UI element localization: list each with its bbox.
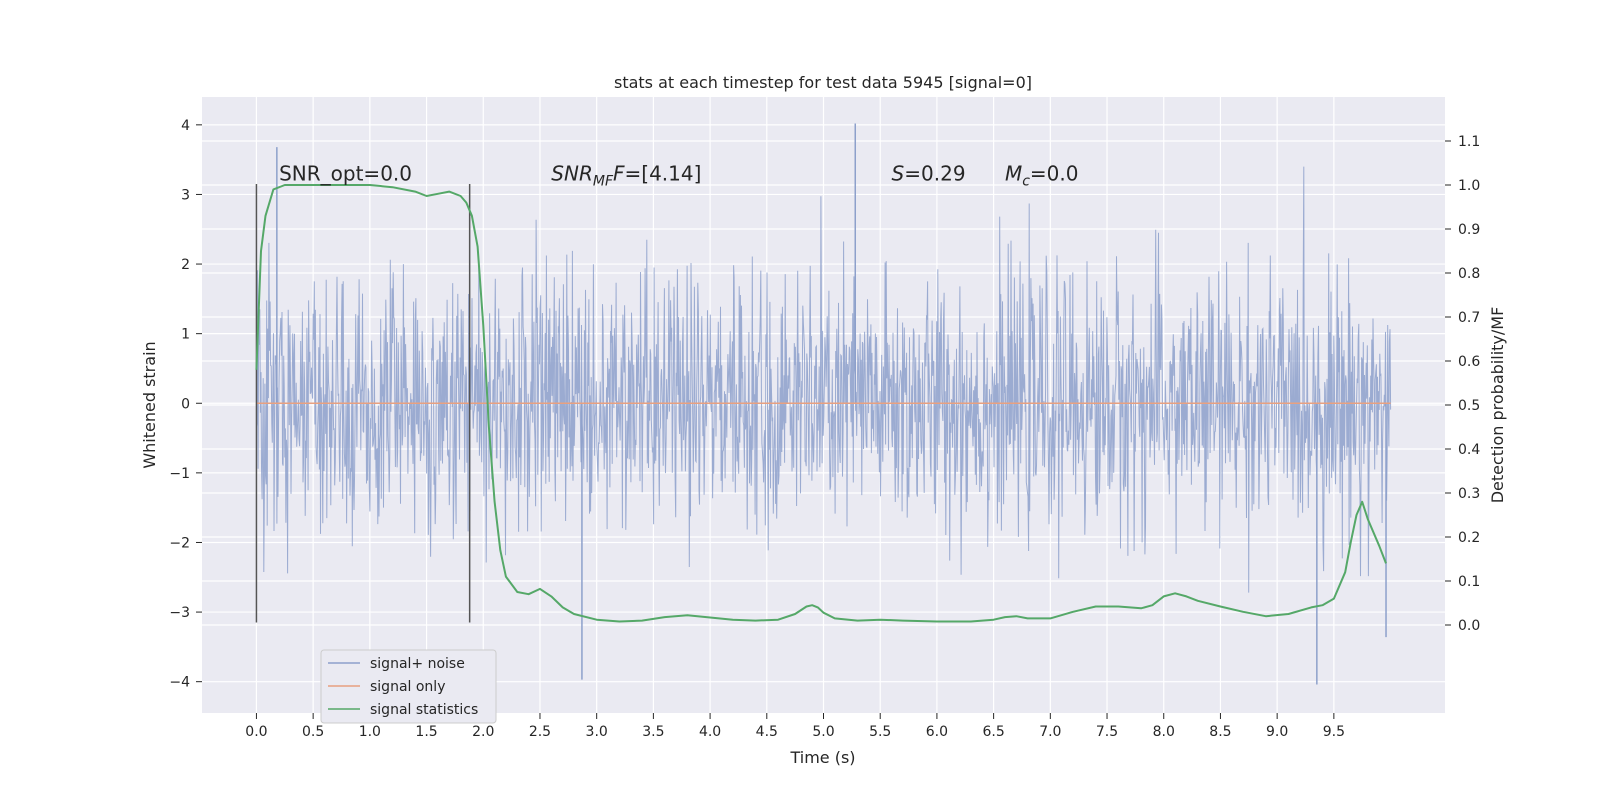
y2-tick-label: 0.9 — [1458, 222, 1480, 238]
annotation-snr-opt: SNR_opt=0.0 — [279, 162, 412, 186]
x-tick-label: 3.5 — [642, 724, 664, 740]
y2-tick-label: 0.2 — [1458, 530, 1480, 546]
x-tick-label: 6.5 — [982, 724, 1004, 740]
x-tick-label: 4.5 — [756, 724, 778, 740]
y-tick-label: 3 — [181, 187, 190, 203]
y-tick-label: −3 — [169, 605, 190, 621]
x-tick-label: 2.0 — [472, 724, 494, 740]
y-tick-label: 4 — [181, 118, 190, 134]
chart-title: stats at each timestep for test data 594… — [614, 73, 1032, 92]
x-tick-label: 1.0 — [359, 724, 381, 740]
legend-label-signal: signal only — [370, 679, 445, 695]
y-axis-left: 4 3 2 1 0 −1 −2 −3 −4 — [169, 118, 202, 691]
event-markers — [255, 184, 471, 623]
legend-label-noise: signal+ noise — [370, 656, 465, 672]
y-tick-label: 0 — [181, 396, 190, 412]
stats-series — [255, 184, 1387, 623]
x-tick-label: 3.0 — [586, 724, 608, 740]
x-axis: 0.0 0.5 1.0 1.5 2.0 2.5 3.0 3.5 4.0 4.5 5.0 5.5 6.0 6… — [245, 713, 1345, 740]
y2-tick-label: 0.3 — [1458, 486, 1480, 502]
y2-tick-label: 0.0 — [1458, 618, 1480, 634]
x-tick-label: 0.0 — [245, 724, 267, 740]
y-tick-label: 1 — [181, 327, 190, 343]
x-tick-label: 7.5 — [1096, 724, 1118, 740]
y2-tick-label: 0.1 — [1458, 574, 1480, 590]
x-tick-label: 6.0 — [926, 724, 948, 740]
x-tick-label: 7.0 — [1039, 724, 1061, 740]
grid-lines — [202, 97, 1445, 713]
y-tick-label: −2 — [169, 535, 190, 551]
y2-tick-label: 1.1 — [1458, 134, 1480, 150]
y2-tick-label: 0.8 — [1458, 266, 1480, 282]
annotation-s-value: S=0.29 — [892, 162, 966, 186]
x-tick-label: 5.5 — [869, 724, 891, 740]
y2-tick-label: 0.5 — [1458, 398, 1480, 414]
y2-tick-label: 0.4 — [1458, 442, 1480, 458]
x-tick-label: 9.5 — [1323, 724, 1345, 740]
noise-series — [255, 123, 1392, 685]
y2-tick-label: 1.0 — [1458, 178, 1480, 194]
x-tick-label: 4.0 — [699, 724, 721, 740]
x-axis-label: Time (s) — [789, 748, 855, 767]
y-axis-label: Whitened strain — [140, 341, 159, 468]
x-tick-label: 8.5 — [1209, 724, 1231, 740]
y-tick-label: 2 — [181, 257, 190, 273]
y-axis-right: 1.1 1.0 0.9 0.8 0.7 0.6 0.5 0.4 0.3 0.2 0.1 0.0 — [1445, 134, 1480, 634]
annotation-mc-value: Mc=0.0 — [1005, 162, 1079, 190]
legend: signal+ noise signal only signal statist… — [320, 649, 497, 724]
x-tick-label: 5.0 — [812, 724, 834, 740]
y-tick-label: −1 — [169, 466, 190, 482]
y2-tick-label: 0.7 — [1458, 310, 1480, 326]
x-tick-label: 9.0 — [1266, 724, 1288, 740]
annotations: SNR_opt=0.0 SNRMFF=[4.14] S=0.29 Mc=0.0 — [279, 162, 1078, 190]
y2-tick-label: 0.6 — [1458, 354, 1480, 370]
noise-trace — [255, 166, 1392, 593]
annotation-snr-mf: SNRMFF=[4.14] — [551, 162, 701, 190]
y2-axis-label: Detection probability/MF — [1488, 307, 1507, 504]
y-tick-label: −4 — [169, 675, 190, 691]
x-tick-label: 0.5 — [302, 724, 324, 740]
legend-box — [320, 649, 497, 724]
x-tick-label: 1.5 — [415, 724, 437, 740]
x-tick-label: 2.5 — [529, 724, 551, 740]
stats-line — [255, 184, 1387, 623]
legend-label-stats: signal statistics — [370, 702, 478, 718]
x-tick-label: 8.0 — [1153, 724, 1175, 740]
